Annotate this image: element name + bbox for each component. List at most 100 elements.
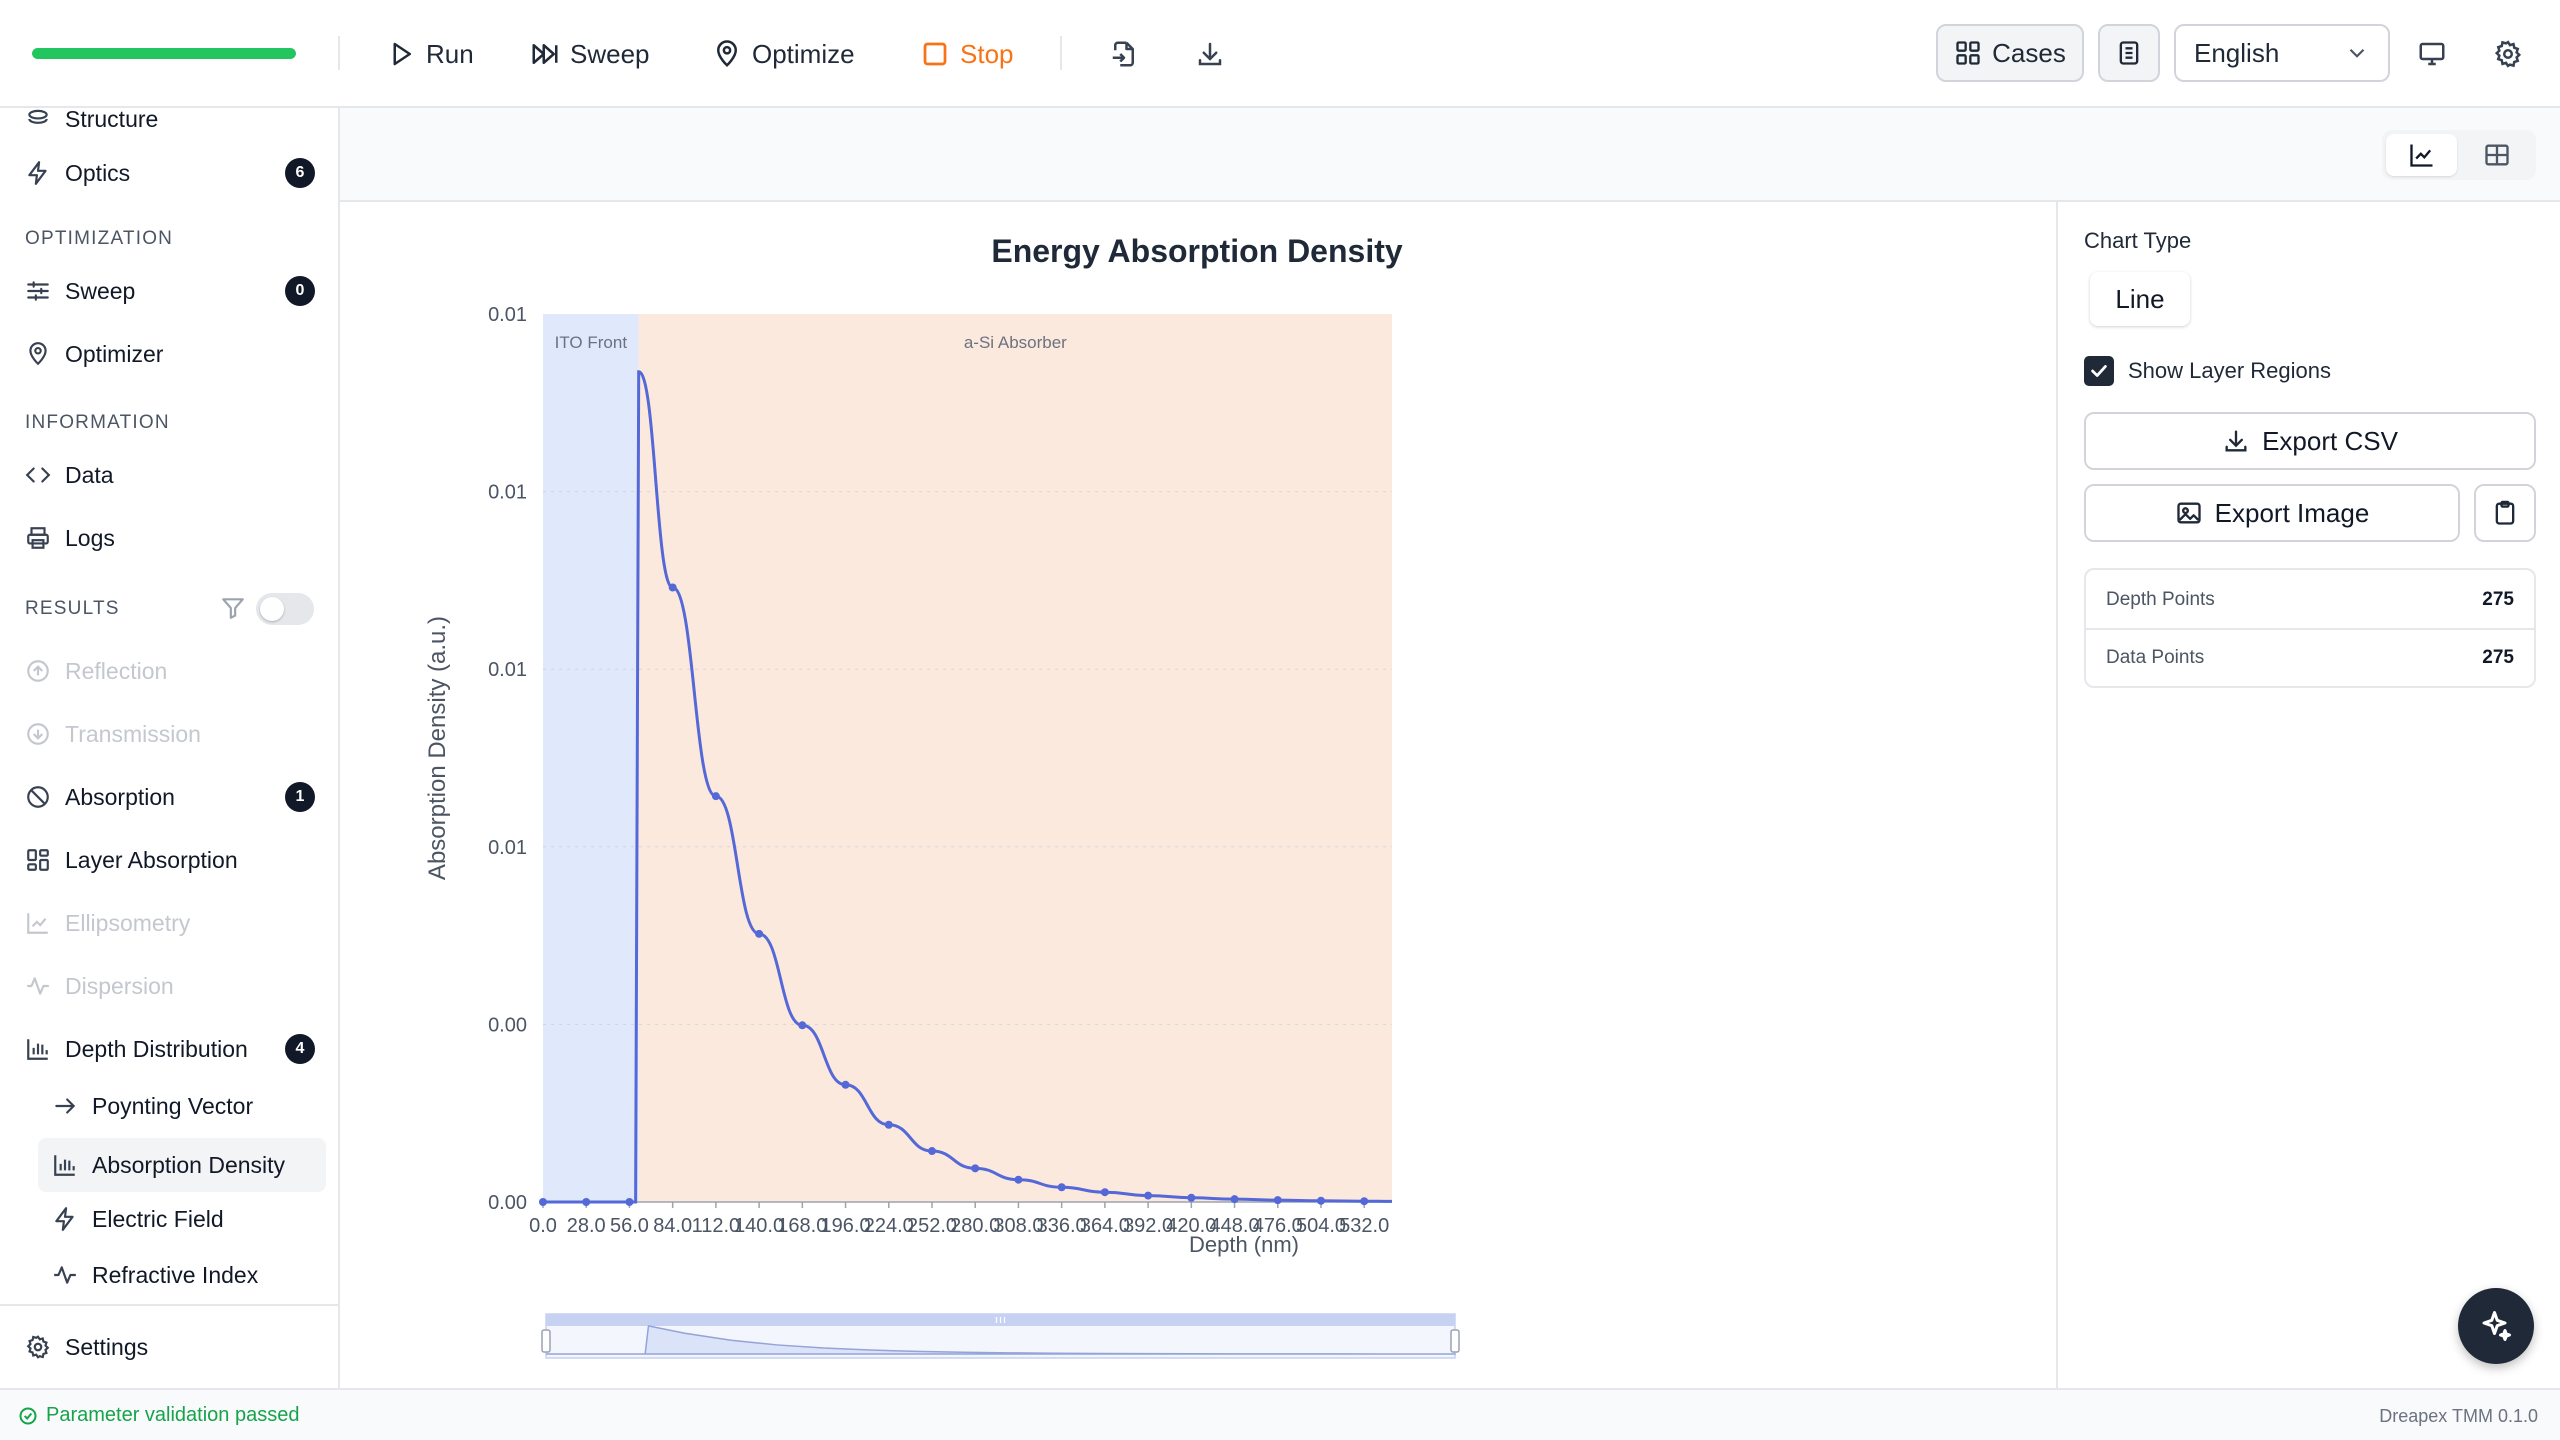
sidebar-item-label: Logs xyxy=(65,524,115,551)
data-point xyxy=(1360,1197,1369,1206)
absorption-density-chart[interactable]: Energy Absorption Density ITO Front a-Si … xyxy=(340,202,2056,1388)
count-badge: 6 xyxy=(285,158,315,188)
chart-type-select[interactable]: Line xyxy=(2090,272,2190,326)
copy-image-button[interactable] xyxy=(2474,484,2536,542)
data-point xyxy=(1057,1183,1066,1192)
cases-button[interactable]: Cases xyxy=(1936,24,2084,82)
sidebar-item-layer-absorption[interactable]: Layer Absorption xyxy=(25,835,315,885)
x-tick-label: 392.0 xyxy=(1123,1215,1173,1237)
zoom-handle-right xyxy=(1450,1329,1460,1353)
sidebar-item-label: Ellipsometry xyxy=(65,909,191,936)
table-view-button[interactable] xyxy=(2461,134,2532,176)
notes-button[interactable] xyxy=(2098,24,2160,82)
layer-region-label: ITO Front xyxy=(555,333,628,352)
show-layer-regions-label: Show Layer Regions xyxy=(2128,358,2332,383)
chart-view-button[interactable] xyxy=(2386,134,2457,176)
play-icon xyxy=(393,42,411,66)
y-tick-label: 0.01 xyxy=(488,659,527,681)
sidebar-item-refractive-index[interactable]: Refractive Index xyxy=(38,1250,326,1300)
chart-title: Energy Absorption Density xyxy=(991,233,1403,269)
code-icon xyxy=(25,467,51,483)
stop-button[interactable]: Stop xyxy=(920,32,1014,76)
stop-label: Stop xyxy=(960,38,1014,69)
sidebar-item-optics[interactable]: Optics 6 xyxy=(25,148,315,198)
x-tick-label: 252.0 xyxy=(907,1215,957,1237)
sidebar-item-logs[interactable]: Logs xyxy=(25,513,315,563)
x-axis-ticks: 0.0 28.0 56.0 84.0 112.0140.0168.0196.0224.0… xyxy=(529,1202,1389,1237)
data-points-label: Data Points xyxy=(2106,647,2205,668)
sidebar-item-sweep[interactable]: Sweep 0 xyxy=(25,266,315,316)
count-badge: 4 xyxy=(285,1034,315,1064)
sidebar-item-data[interactable]: Data xyxy=(25,450,315,500)
data-point xyxy=(798,1021,807,1030)
count-badge: 0 xyxy=(285,276,315,306)
arrow-right-icon xyxy=(55,1098,76,1114)
sidebar-item-structure[interactable]: Structure xyxy=(25,108,315,144)
show-layer-regions-checkbox[interactable] xyxy=(2084,356,2114,386)
x-axis-label: Depth (nm) xyxy=(1189,1232,1299,1257)
sidebar-item-optimizer[interactable]: Optimizer xyxy=(25,329,315,379)
ai-assistant-button[interactable] xyxy=(2458,1288,2534,1364)
grid-icon xyxy=(1956,41,1980,65)
export-csv-label: Export CSV xyxy=(2262,425,2398,456)
x-tick-label: 140.0 xyxy=(734,1215,784,1237)
x-tick-label: 476.0 xyxy=(1253,1215,1303,1237)
data-point xyxy=(1187,1193,1196,1202)
printer-icon xyxy=(27,527,49,549)
sidebar-item-absorption[interactable]: Absorption 1 xyxy=(25,772,315,822)
sidebar-item-label: Absorption Density xyxy=(92,1151,286,1178)
sidebar-item-label: Refractive Index xyxy=(92,1261,259,1288)
layer-region-label: a-Si Absorber xyxy=(964,333,1067,352)
layer-regions: ITO Front a-Si Absorber xyxy=(543,314,1392,1202)
import-file-button[interactable] xyxy=(1106,36,1142,72)
data-points-row: Data Points 275 xyxy=(2086,630,2534,686)
data-point xyxy=(971,1164,980,1173)
data-point xyxy=(1230,1195,1239,1204)
export-image-button[interactable]: Export Image xyxy=(2084,484,2460,542)
table-icon xyxy=(2484,144,2509,166)
image-icon xyxy=(2177,502,2201,524)
x-tick-label: 168.0 xyxy=(777,1215,827,1237)
data-point xyxy=(927,1147,936,1156)
download-button[interactable] xyxy=(1192,36,1228,72)
x-tick-label: 448.0 xyxy=(1210,1215,1260,1237)
export-csv-button[interactable]: Export CSV xyxy=(2084,412,2536,470)
display-button[interactable] xyxy=(2414,36,2450,72)
show-layer-regions-row[interactable]: Show Layer Regions xyxy=(2084,356,2331,386)
x-tick-label: 280.0 xyxy=(950,1215,1000,1237)
data-point xyxy=(1100,1188,1109,1197)
validation-status: Parameter validation passed xyxy=(18,1404,299,1427)
y-axis-ticks: 0.00 0.00 0.01 0.01 0.01 0.01 xyxy=(488,304,527,1214)
layer-region xyxy=(543,314,639,1202)
lightning-icon xyxy=(28,161,47,185)
activity-icon xyxy=(27,977,49,995)
section-heading-information: INFORMATION xyxy=(25,412,170,433)
sidebar-item-absorption-density[interactable]: Absorption Density xyxy=(38,1138,326,1192)
x-tick-label: 0.0 xyxy=(529,1215,557,1237)
sweep-label: Sweep xyxy=(570,38,650,69)
sidebar-item-settings[interactable]: Settings xyxy=(25,1322,315,1372)
data-point xyxy=(884,1120,893,1129)
filter-icon[interactable] xyxy=(220,595,246,621)
sidebar-item-poynting-vector[interactable]: Poynting Vector xyxy=(38,1081,326,1131)
depth-points-value: 275 xyxy=(2482,589,2514,610)
language-select[interactable]: English xyxy=(2174,24,2390,82)
sidebar-item-electric-field[interactable]: Electric Field xyxy=(38,1194,326,1244)
zoom-slider[interactable] xyxy=(541,1313,1460,1359)
x-tick-label: 364.0 xyxy=(1080,1215,1130,1237)
y-tick-label: 0.01 xyxy=(488,837,527,859)
run-label: Run xyxy=(426,38,474,69)
results-filter-toggle[interactable] xyxy=(256,593,314,625)
settings-gear-button[interactable] xyxy=(2490,36,2526,72)
map-pin-icon xyxy=(716,40,738,67)
x-tick-label: 56.0 xyxy=(610,1215,649,1237)
chart-options-panel: Chart Type Line Show Layer Regions Expor… xyxy=(2056,202,2560,1388)
optimize-button[interactable]: Optimize xyxy=(712,32,855,76)
toolbar-divider xyxy=(338,36,340,70)
sidebar-item-label: Dispersion xyxy=(65,972,174,999)
sweep-button[interactable]: Sweep xyxy=(530,32,650,76)
sidebar-item-depth-distribution[interactable]: Depth Distribution 4 xyxy=(25,1024,315,1074)
run-button[interactable]: Run xyxy=(386,32,474,76)
depth-points-label: Depth Points xyxy=(2106,589,2215,610)
activity-icon xyxy=(54,1266,76,1284)
